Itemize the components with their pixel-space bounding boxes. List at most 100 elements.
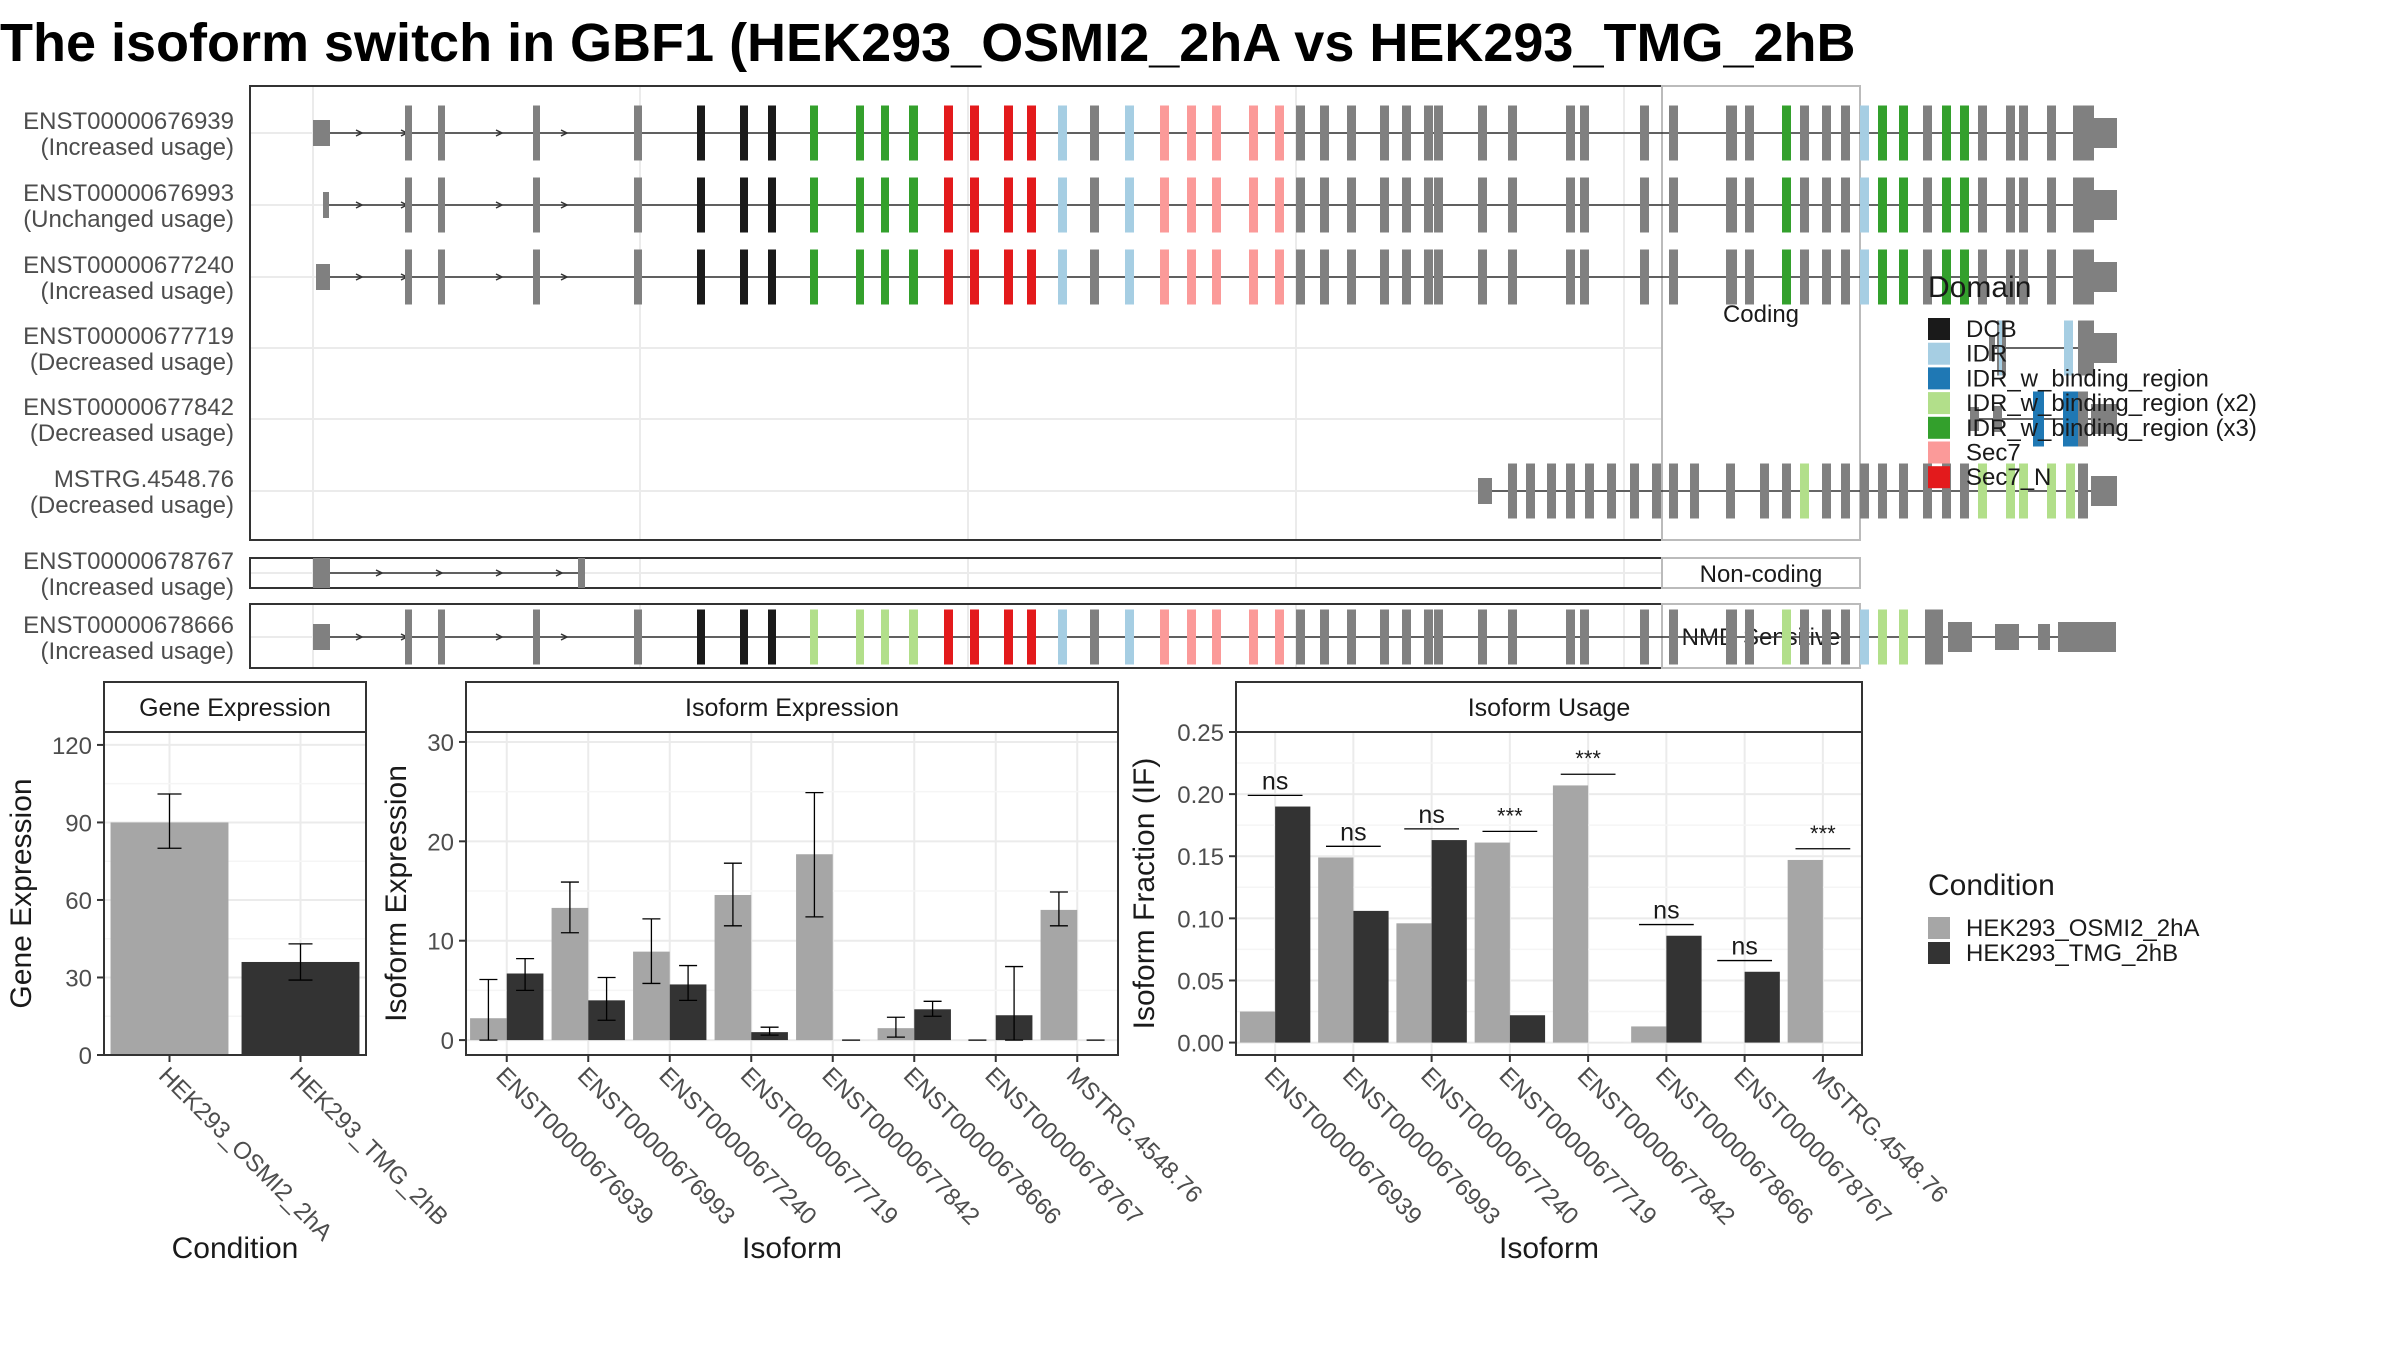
y-tick-label: 10 (427, 929, 454, 956)
exon (1669, 177, 1678, 233)
exon (1212, 177, 1221, 233)
y-axis-title: Isoform Expression (380, 765, 413, 1022)
exon (1347, 249, 1356, 305)
y-axis-title: Isoform Fraction (IF) (1128, 758, 1161, 1030)
exon (1580, 249, 1589, 305)
x-axis-title: Isoform (742, 1232, 842, 1265)
isoform-id-label: ENST00000677240 (23, 252, 234, 279)
direction-arrow (355, 129, 364, 137)
isoform-id-label: ENST00000677719 (23, 323, 234, 350)
exon (2063, 391, 2079, 447)
exon (1478, 177, 1487, 233)
x-tick-label: ENST00000677719 (735, 1062, 903, 1230)
exon (578, 558, 585, 588)
exon (944, 609, 953, 665)
exon (1508, 249, 1517, 305)
isoform-usage-label: (Decreased usage) (30, 349, 234, 376)
exon (1899, 609, 1908, 665)
exon (1160, 177, 1169, 233)
exon (405, 249, 412, 305)
exon (2066, 463, 2075, 519)
significance-label: ns (1418, 801, 1444, 829)
exon (1090, 249, 1099, 305)
exon (1424, 249, 1433, 305)
exon (1187, 177, 1196, 233)
exon (1402, 177, 1411, 233)
exon (1004, 105, 1013, 161)
y-tick-label: 0.15 (1177, 844, 1224, 871)
exon (1296, 609, 1305, 665)
bar (1474, 842, 1510, 1043)
exon (1566, 609, 1575, 665)
exon (1160, 249, 1169, 305)
exon (1878, 177, 1887, 233)
exon (2078, 105, 2094, 161)
exon (1726, 249, 1737, 305)
direction-arrow (375, 569, 384, 577)
facet-strip (1661, 557, 1861, 589)
y-tick-label: 60 (65, 888, 92, 915)
exon (1878, 249, 1887, 305)
exon (1027, 609, 1036, 665)
exon (1948, 622, 1972, 652)
panel-border (1235, 731, 1863, 1056)
exon (1978, 105, 1987, 161)
exon (1726, 177, 1737, 233)
exon (909, 609, 918, 665)
direction-arrow (495, 569, 504, 577)
legend-swatch (1928, 441, 1950, 464)
exon (1508, 609, 1517, 665)
legend-entry: Sec7_N (1966, 464, 2051, 491)
exon (2038, 624, 2050, 650)
exon (1434, 177, 1443, 233)
isoform-usage-label: (Decreased usage) (30, 420, 234, 447)
x-axis-title: Isoform (1499, 1232, 1599, 1265)
exon (1745, 609, 1754, 665)
exon (856, 609, 864, 665)
exon (1745, 105, 1754, 161)
exon (1899, 177, 1908, 233)
exon (1090, 105, 1099, 161)
bar (1396, 923, 1432, 1043)
panel-title: Gene Expression (139, 694, 331, 722)
exon (1058, 609, 1067, 665)
exon (856, 249, 864, 305)
facet-strip-label: Non-coding (1700, 561, 1823, 588)
exon (1989, 335, 1995, 361)
exon (768, 249, 776, 305)
exon (1125, 249, 1134, 305)
exon (1580, 177, 1589, 233)
exon (1822, 249, 1831, 305)
exon (768, 177, 776, 233)
exon (810, 249, 818, 305)
exon (1296, 249, 1305, 305)
exon (697, 105, 705, 161)
exon (1212, 105, 1221, 161)
exon (1249, 105, 1258, 161)
exon (1726, 105, 1737, 161)
legend-swatch (1928, 917, 1950, 939)
exon (1782, 463, 1791, 519)
bar (1509, 1015, 1546, 1043)
exon (1027, 177, 1036, 233)
exon (323, 192, 329, 218)
significance-label: ns (1731, 933, 1757, 961)
legend-entry: HEK293_OSMI2_2hA (1966, 915, 2199, 942)
exon (634, 249, 642, 305)
exon (1841, 609, 1850, 665)
y-tick-label: 120 (52, 733, 92, 760)
bar (1040, 909, 1078, 1041)
significance-label: ns (1653, 897, 1679, 925)
direction-arrow (495, 201, 504, 209)
exon (1508, 463, 1517, 519)
exon (1275, 105, 1284, 161)
exon (1249, 177, 1258, 233)
exon (697, 609, 705, 665)
legend-title: Domain (1928, 271, 2031, 304)
legend-swatch (1928, 318, 1950, 340)
exon (1508, 105, 1517, 161)
exon (1993, 406, 2002, 432)
exon (2019, 463, 2028, 519)
y-tick-label: 90 (65, 810, 92, 837)
